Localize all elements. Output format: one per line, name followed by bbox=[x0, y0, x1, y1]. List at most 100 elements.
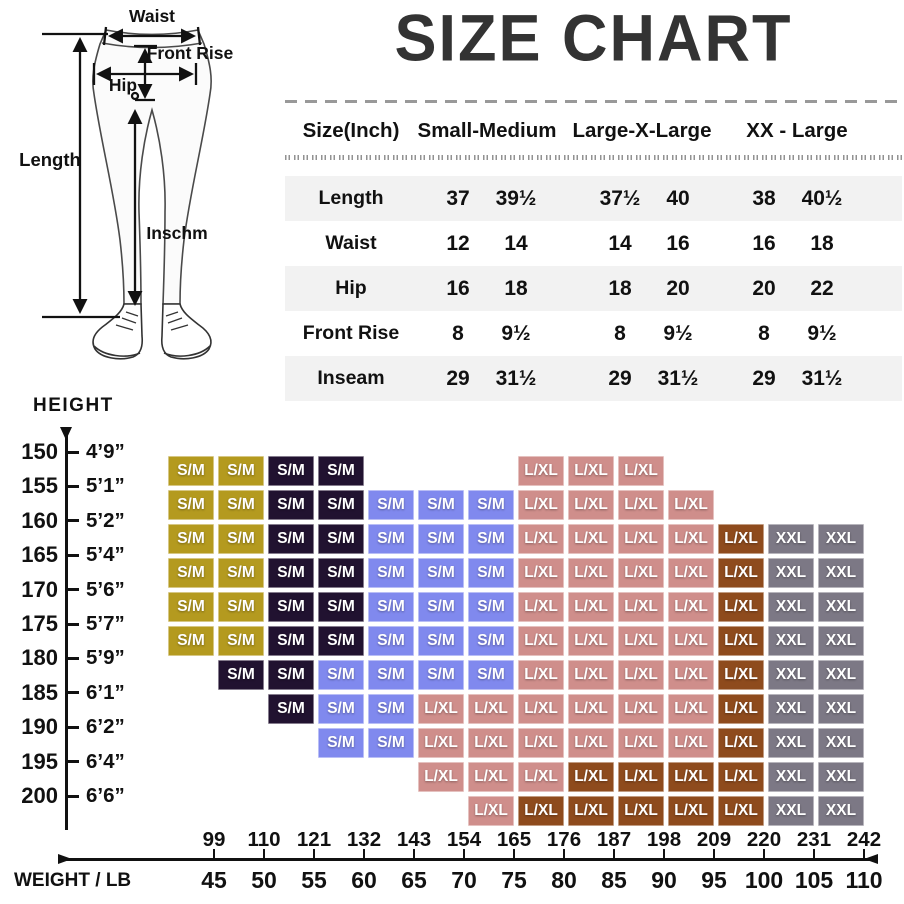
height-tick-mark bbox=[65, 450, 79, 454]
height-ft-label: 5’7” bbox=[86, 612, 125, 635]
grid-cell-s-m: S/M bbox=[468, 558, 514, 588]
measurement-value: 14 bbox=[504, 231, 528, 255]
measurement-value: 9½ bbox=[501, 321, 531, 345]
pants-outline bbox=[92, 29, 212, 305]
grid-cell-l-xl: L/XL bbox=[568, 626, 614, 656]
weight-lb-label: 143 bbox=[396, 828, 432, 851]
grid-cell-l-xl: L/XL bbox=[418, 694, 464, 724]
grid-cell-l-xl: L/XL bbox=[518, 728, 564, 758]
grid-cell-s-m: S/M bbox=[318, 456, 364, 486]
grid-cell-l-xl: L/XL bbox=[668, 762, 714, 792]
grid-cell-s-m: S/M bbox=[218, 626, 264, 656]
measurement-value: 31½ bbox=[657, 366, 699, 390]
grid-cell-xxl: XXL bbox=[768, 660, 814, 690]
weight-kg-label: 100 bbox=[744, 867, 784, 893]
grid-cell-l-xl: L/XL bbox=[568, 796, 614, 826]
measurement-value: 16 bbox=[666, 231, 690, 255]
grid-cell-l-xl: L/XL bbox=[518, 762, 564, 792]
size-table-header: Size(Inch) Small-Medium Large-X-Large XX… bbox=[285, 109, 902, 153]
weight-tick-mark bbox=[413, 849, 415, 858]
grid-cell-l-xl: L/XL bbox=[568, 660, 614, 690]
grid-cell-s-m: S/M bbox=[168, 592, 214, 622]
grid-cell-l-xl: L/XL bbox=[618, 626, 664, 656]
grid-cell-s-m: S/M bbox=[268, 558, 314, 588]
grid-cell-l-xl: L/XL bbox=[618, 456, 664, 486]
measurement-value: 9½ bbox=[663, 321, 693, 345]
left-shoe-icon bbox=[92, 303, 144, 360]
height-ft-label: 6’6” bbox=[86, 784, 125, 807]
row-label: Length bbox=[318, 187, 384, 209]
grid-cell-s-m: S/M bbox=[368, 728, 414, 758]
grid-cell-l-xl: L/XL bbox=[418, 728, 464, 758]
grid-cell-l-xl: L/XL bbox=[568, 762, 614, 792]
page-title: SIZE CHART bbox=[394, 2, 793, 75]
grid-cell-s-m: S/M bbox=[418, 558, 464, 588]
grid-cell-s-m: S/M bbox=[218, 524, 264, 554]
height-tick-mark bbox=[65, 794, 79, 798]
grid-cell-s-m: S/M bbox=[318, 558, 364, 588]
height-cm-label: 200 bbox=[21, 783, 58, 808]
grid-cell-s-m: S/M bbox=[318, 592, 364, 622]
row-label: Hip bbox=[335, 277, 367, 299]
weight-tick-mark bbox=[613, 849, 615, 858]
hip-arrow bbox=[92, 63, 198, 85]
grid-cell-l-xl: L/XL bbox=[618, 592, 664, 622]
header-size-inch: Size(Inch) bbox=[302, 119, 400, 142]
weight-kg-label: 85 bbox=[601, 867, 627, 893]
height-cm-label: 185 bbox=[21, 679, 58, 705]
grid-cell-l-xl: L/XL bbox=[718, 796, 764, 826]
weight-tick-mark bbox=[313, 849, 315, 858]
hip-label: Hip bbox=[109, 75, 137, 95]
weight-kg-label: 65 bbox=[401, 867, 427, 893]
height-tick-mark bbox=[65, 725, 79, 729]
grid-cell-l-xl: L/XL bbox=[668, 592, 714, 622]
measurement-value: 39½ bbox=[495, 186, 537, 210]
grid-cell-empty bbox=[268, 762, 314, 792]
weight-axis-left-arrow-icon bbox=[58, 854, 72, 864]
grid-cell-s-m: S/M bbox=[368, 558, 414, 588]
header-xx-large: XX - Large bbox=[746, 119, 848, 142]
measurement-value: 37 bbox=[446, 186, 470, 210]
weight-lb-label: 242 bbox=[846, 828, 882, 851]
waistband-line bbox=[101, 42, 203, 49]
height-tick-mark bbox=[65, 519, 79, 523]
grid-cell-l-xl: L/XL bbox=[718, 524, 764, 554]
leggings-illustration: Waist Front Rise Hip Length Inschm bbox=[19, 6, 234, 360]
grid-cell-l-xl: L/XL bbox=[718, 694, 764, 724]
grid-cell-l-xl: L/XL bbox=[718, 728, 764, 758]
grid-cell-xxl: XXL bbox=[768, 558, 814, 588]
grid-cell-s-m: S/M bbox=[318, 728, 364, 758]
height-axis-arrow-icon bbox=[60, 427, 72, 440]
grid-cell-l-xl: L/XL bbox=[568, 524, 614, 554]
grid-cell-l-xl: L/XL bbox=[718, 592, 764, 622]
weight-tick-mark bbox=[463, 849, 465, 858]
grid-cell-l-xl: L/XL bbox=[518, 626, 564, 656]
weight-kg-label: 80 bbox=[551, 867, 577, 893]
grid-cell-l-xl: L/XL bbox=[668, 626, 714, 656]
grid-cell-empty bbox=[418, 796, 464, 826]
right-shoe-icon bbox=[160, 303, 212, 360]
height-ft-label: 5’4” bbox=[86, 543, 125, 567]
grid-cell-l-xl: L/XL bbox=[668, 490, 714, 520]
weight-tick-mark bbox=[663, 849, 665, 858]
height-cm-label: 190 bbox=[21, 714, 58, 740]
grid-cell-xxl: XXL bbox=[818, 796, 864, 826]
weight-tick-mark bbox=[813, 849, 815, 858]
weight-kg-label: 70 bbox=[451, 867, 477, 893]
grid-cell-s-m: S/M bbox=[368, 592, 414, 622]
grid-cell-empty bbox=[368, 456, 414, 486]
grid-cell-xxl: XXL bbox=[818, 728, 864, 758]
measurement-value: 16 bbox=[446, 276, 470, 300]
grid-cell-l-xl: L/XL bbox=[568, 592, 614, 622]
grid-cell-s-m: S/M bbox=[418, 524, 464, 554]
measurement-value: 8 bbox=[452, 321, 464, 345]
grid-cell-l-xl: L/XL bbox=[518, 796, 564, 826]
measurement-value: 9½ bbox=[807, 321, 837, 345]
grid-cell-empty bbox=[318, 796, 364, 826]
measurement-value: 31½ bbox=[495, 366, 537, 390]
measurement-value: 22 bbox=[810, 276, 834, 300]
height-tick-mark bbox=[65, 760, 79, 764]
front-rise-label: Front Rise bbox=[147, 43, 234, 63]
grid-cell-s-m: S/M bbox=[268, 626, 314, 656]
weight-kg-label: 60 bbox=[351, 867, 377, 893]
